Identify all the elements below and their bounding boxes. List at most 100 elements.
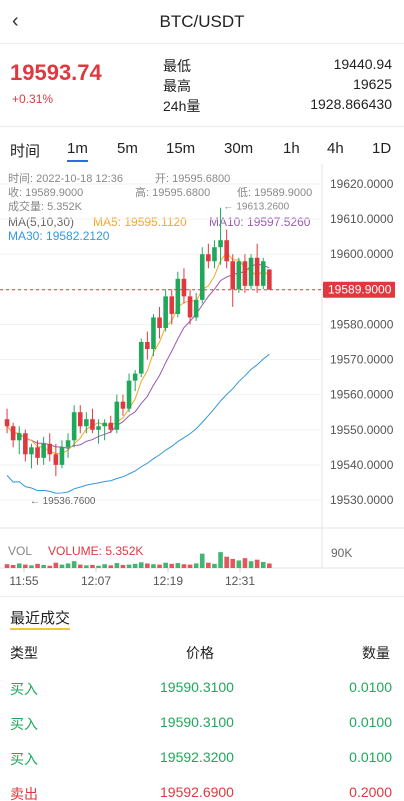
tab-15m[interactable]: 15m — [166, 140, 196, 157]
volume-bar — [236, 560, 242, 568]
trade-price: 19592.6900 — [160, 784, 234, 800]
trade-type: 买入 — [10, 751, 38, 767]
tab-4h[interactable]: 4h — [327, 140, 344, 157]
candle-body — [138, 342, 144, 374]
candle-body — [260, 261, 266, 286]
tab-1d[interactable]: 1D — [372, 140, 392, 157]
trade-row: 卖出 19592.6900 0.2000 — [0, 775, 404, 801]
y-tick-label: 19570.0000 — [330, 353, 394, 367]
ticker-summary: 19593.74 +0.31% 最低 19440.94 最高 19625 24h… — [0, 44, 404, 126]
volume-bar — [4, 564, 10, 568]
candle-body — [175, 278, 181, 314]
x-tick-label: 11:55 — [9, 574, 38, 588]
volume-bar — [157, 564, 162, 568]
volume-bar — [187, 564, 193, 568]
candle-body — [242, 261, 248, 286]
candle-body — [267, 269, 272, 290]
stat-value: 19625 — [353, 76, 392, 92]
active-indicator — [10, 628, 70, 630]
candle-body — [47, 443, 53, 455]
volume-bar — [114, 563, 120, 568]
tab-30m[interactable]: 30m — [224, 140, 254, 157]
page-title: BTC/USDT — [159, 12, 245, 31]
volume-bar — [206, 562, 211, 568]
candle-body — [193, 299, 199, 318]
recent-trades-title[interactable]: 最近成交 — [10, 610, 71, 627]
trade-qty: 0.0100 — [349, 679, 392, 695]
stat-label: 24h量 — [163, 98, 201, 114]
tab-5m[interactable]: 5m — [117, 140, 138, 157]
ma30-line — [6, 353, 270, 494]
stat-label: 最低 — [163, 58, 191, 74]
volume-bar — [169, 563, 175, 568]
stat-value: 1928.866430 — [310, 96, 392, 112]
candle-high: 高: 19595.6800 — [135, 187, 211, 199]
candle-body — [65, 440, 71, 448]
volume-bar — [224, 556, 229, 568]
candle-body — [254, 257, 260, 286]
volume-bar — [230, 558, 236, 568]
volume-bar — [242, 558, 248, 568]
trade-qty: 0.0100 — [349, 714, 392, 730]
candle-body — [126, 380, 132, 409]
vol-volume: VOLUME: 5.352K — [48, 544, 144, 558]
ma30-value: MA30: 19582.2120 — [8, 229, 110, 243]
current-price-tag — [323, 281, 395, 298]
y-tick-label: 19610.0000 — [330, 212, 394, 226]
y-tick-label: 19550.0000 — [330, 423, 394, 437]
tab-1h[interactable]: 1h — [283, 140, 300, 157]
volume-bar — [181, 564, 187, 568]
trade-qty: 0.2000 — [349, 784, 392, 800]
candle-body — [157, 317, 162, 328]
volume-bar — [193, 563, 199, 568]
ma10-value: MA10: 19597.5260 — [209, 215, 311, 229]
volume-bar — [260, 561, 266, 568]
candlestick-chart[interactable]: 19620.000019610.000019600.000019590.0000… — [0, 164, 404, 594]
candle-body — [77, 412, 83, 427]
candle-body — [212, 247, 217, 262]
min-price-marker: ← 19536.7600 — [30, 496, 96, 507]
candle-body — [102, 422, 107, 427]
candle-body — [90, 419, 95, 430]
volume-bar — [218, 552, 223, 568]
volume-bar — [120, 564, 126, 568]
volume-bar — [254, 559, 260, 568]
candle-body — [16, 433, 22, 441]
y-tick-label: 19600.0000 — [330, 247, 394, 261]
volume-bar — [47, 565, 53, 568]
volume-bar — [71, 561, 77, 568]
tab-time[interactable]: 时间 — [10, 143, 41, 160]
interval-tabs: 时间 1m 5m 15m 30m 1h 4h 1D — [0, 134, 404, 164]
vol-label: VOL — [8, 544, 33, 558]
candle-body — [224, 240, 229, 262]
volume-bar — [199, 553, 205, 568]
candle-low: 低: 19589.9000 — [237, 187, 313, 199]
chevron-left-icon[interactable]: ‹ — [12, 10, 19, 32]
trade-type: 买入 — [10, 681, 38, 697]
vol-axis-label: 90K — [331, 546, 353, 560]
last-price: 19593.74 — [10, 60, 102, 85]
divider — [0, 126, 404, 127]
trade-type: 买入 — [10, 716, 38, 732]
volume-bar — [84, 565, 89, 568]
candle-body — [23, 433, 28, 455]
candle-body — [96, 426, 101, 430]
trade-row: 买入 19590.3100 0.0100 — [0, 705, 404, 740]
candle-volume: 成交量: 5.352K — [8, 201, 82, 213]
trade-row: 买入 19590.3100 0.0100 — [0, 670, 404, 705]
current-price-label: 19589.9000 — [328, 283, 392, 297]
candle-body — [163, 296, 168, 328]
x-tick-label: 12:19 — [153, 574, 183, 588]
volume-bar — [10, 564, 16, 568]
ma10-line — [6, 263, 270, 449]
candle-body — [218, 240, 223, 248]
volume-bar — [163, 562, 168, 568]
trade-row: 买入 19592.3200 0.0100 — [0, 740, 404, 775]
y-tick-label: 19560.0000 — [330, 388, 394, 402]
tab-1m[interactable]: 1m — [67, 140, 88, 162]
app-header: ‹ BTC/USDT — [0, 0, 404, 44]
volume-bar — [41, 564, 46, 568]
stat-value: 19440.94 — [333, 56, 392, 72]
volume-bar — [248, 561, 254, 568]
y-tick-label: 19620.0000 — [330, 177, 394, 191]
